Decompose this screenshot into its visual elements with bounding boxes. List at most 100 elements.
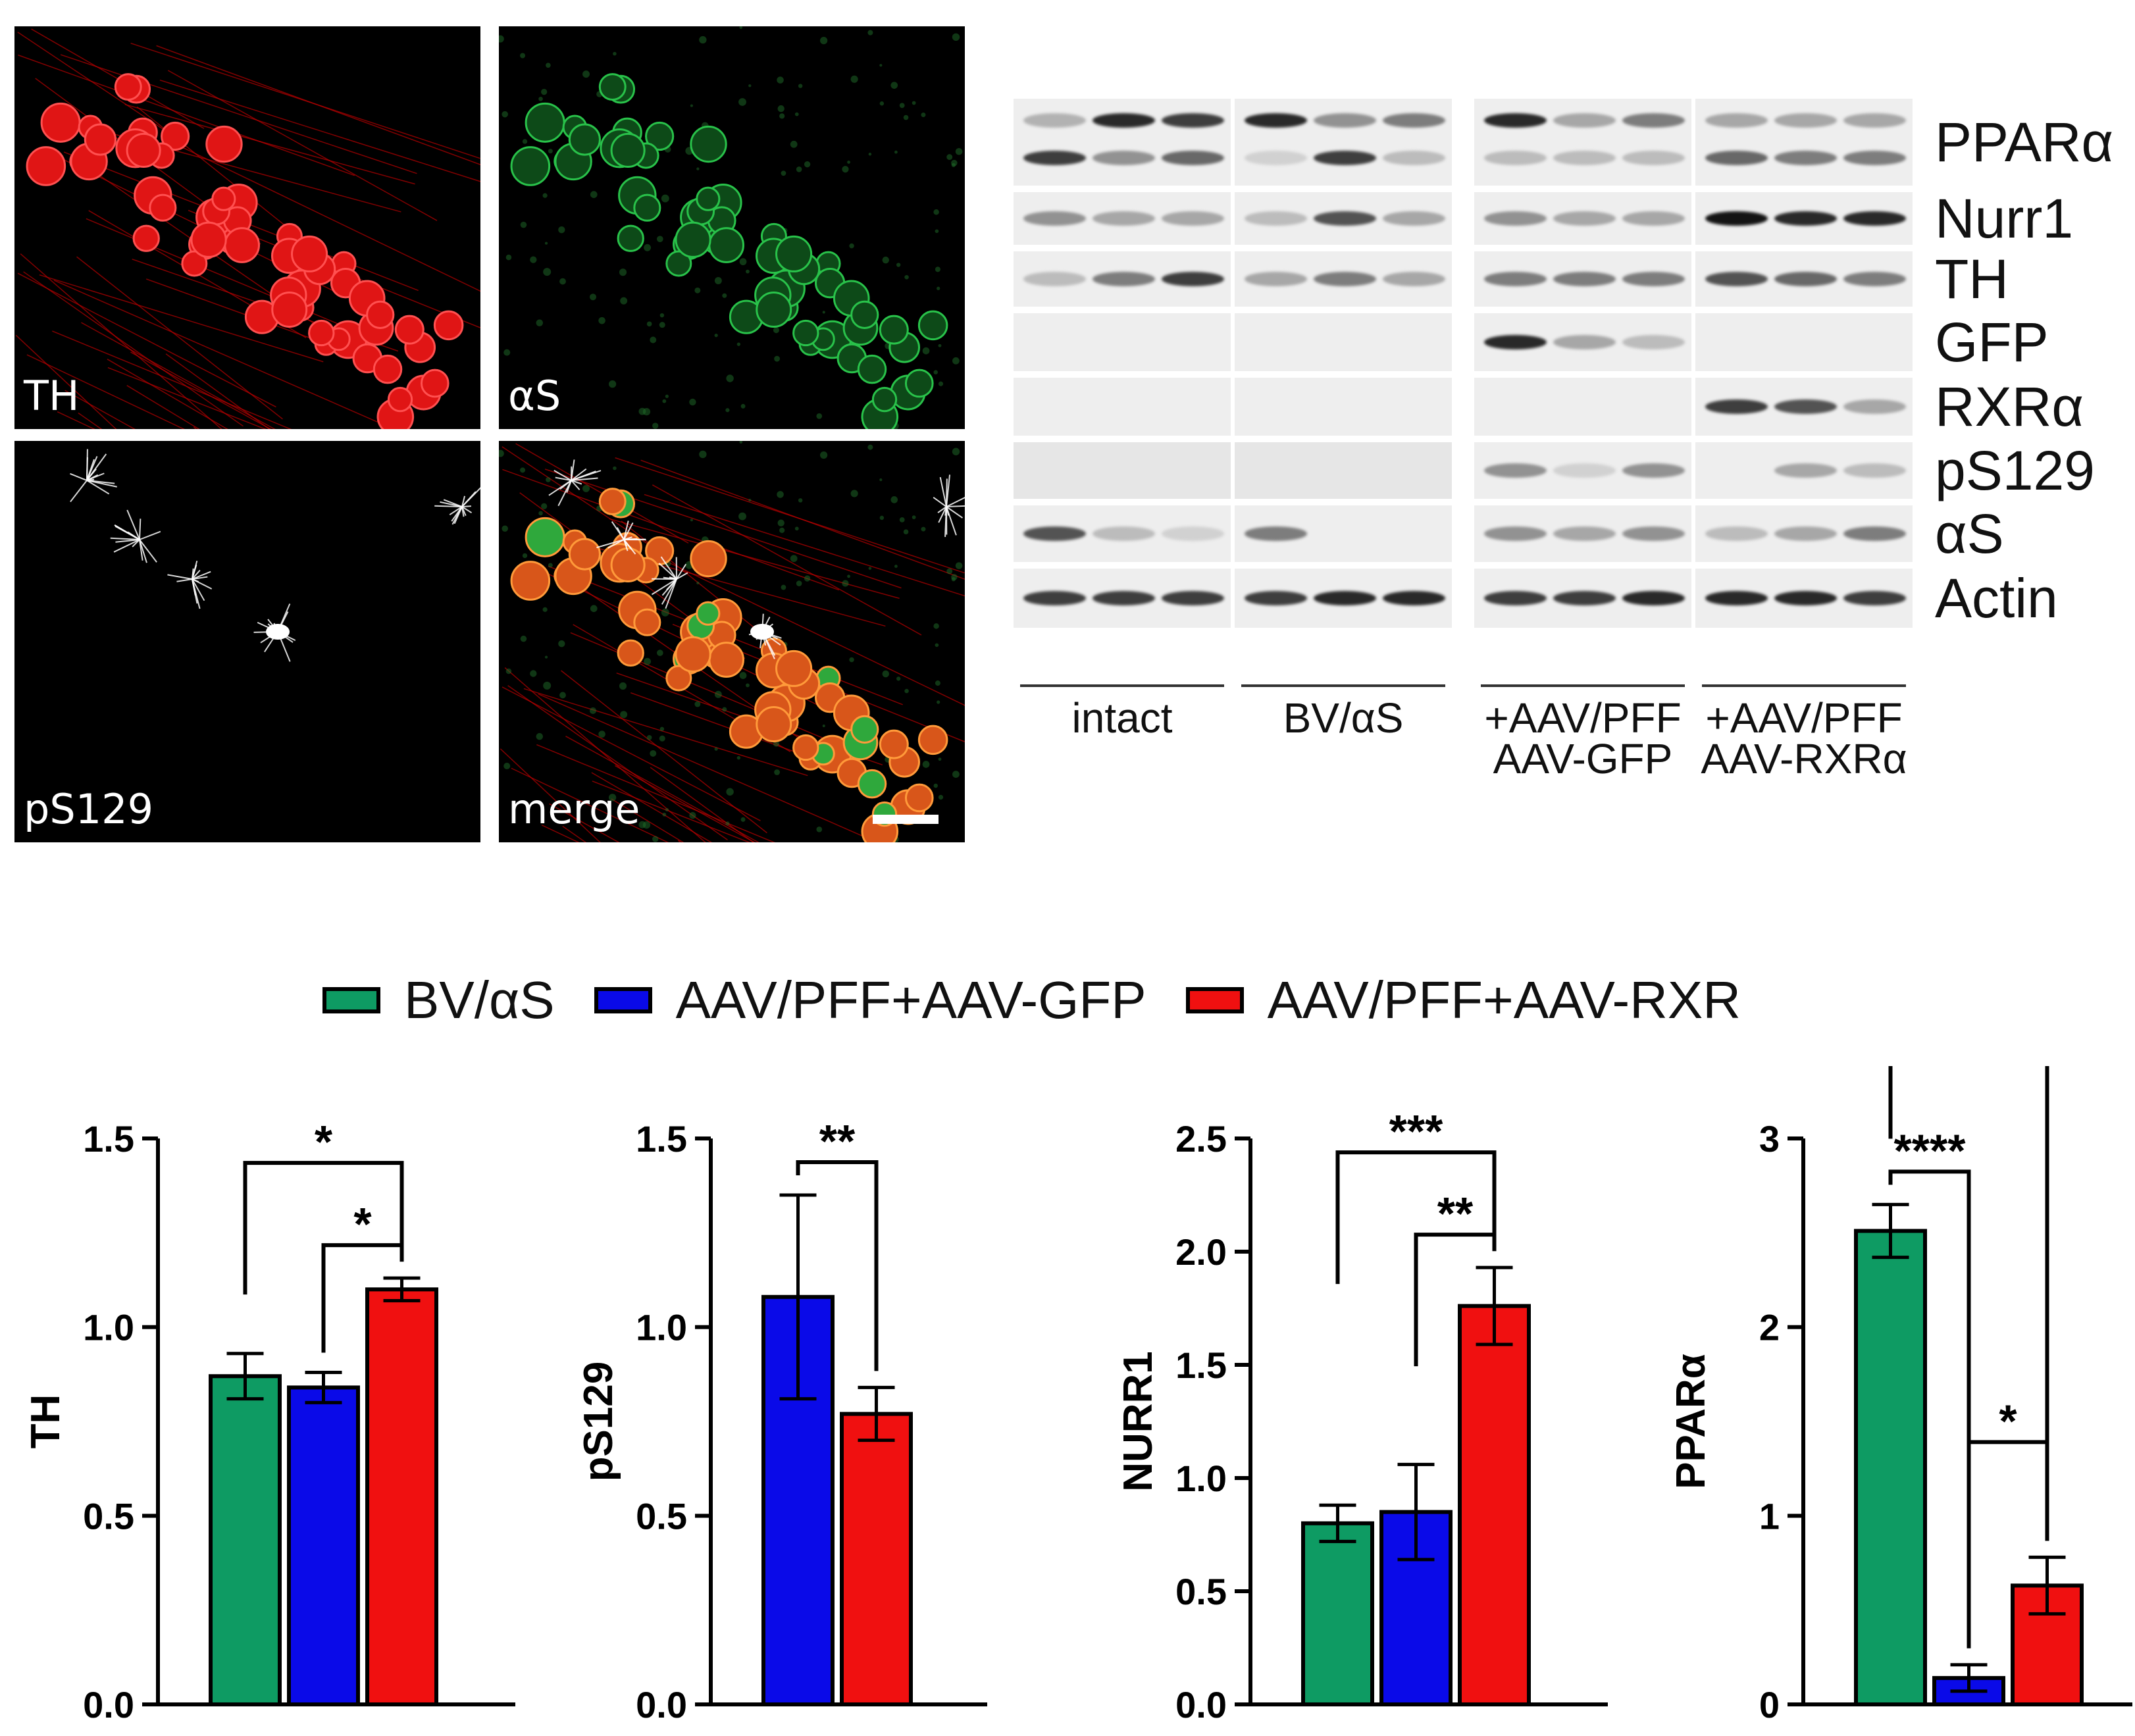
significance-label: ** bbox=[1437, 1188, 1474, 1239]
blot-band bbox=[1553, 526, 1616, 541]
neuron-cell bbox=[919, 726, 947, 754]
background-speck bbox=[738, 513, 746, 521]
blot-panel bbox=[1695, 569, 1913, 628]
blot-band bbox=[1484, 335, 1547, 349]
significance-label: * bbox=[1999, 1395, 2017, 1446]
group-label-line1: +AAV/PFF bbox=[1461, 698, 1705, 738]
background-speck bbox=[530, 256, 536, 263]
bar bbox=[367, 1289, 436, 1704]
background-speck bbox=[652, 422, 658, 428]
blot-band bbox=[1843, 591, 1906, 605]
background-speck bbox=[851, 76, 858, 83]
blot-panel bbox=[1474, 99, 1691, 186]
background-speck bbox=[748, 499, 751, 501]
background-speck bbox=[538, 97, 543, 101]
background-speck bbox=[559, 692, 566, 698]
blot-band bbox=[1023, 151, 1086, 165]
neuron-cell bbox=[873, 388, 896, 411]
background-speck bbox=[545, 242, 548, 245]
background-speck bbox=[883, 257, 889, 263]
background-speck bbox=[659, 736, 665, 742]
background-speck bbox=[939, 795, 943, 800]
background-speck bbox=[935, 680, 940, 686]
background-speck bbox=[738, 98, 746, 106]
background-speck bbox=[725, 408, 729, 412]
neuron-cell bbox=[611, 548, 644, 581]
background-speck bbox=[696, 582, 699, 584]
background-speck bbox=[869, 153, 872, 156]
blot-band bbox=[1843, 272, 1906, 286]
blot-band bbox=[1553, 335, 1616, 349]
neuron-cell bbox=[569, 539, 600, 569]
blot-band bbox=[1774, 151, 1837, 165]
background-speck bbox=[774, 769, 780, 775]
legend-label: AAV/PFF+AAV-RXR bbox=[1268, 970, 1741, 1031]
background-speck bbox=[590, 707, 596, 714]
y-axis-label: TH bbox=[26, 1394, 68, 1449]
background-speck bbox=[660, 313, 664, 317]
blot-band bbox=[1622, 211, 1685, 226]
blot-band bbox=[1314, 211, 1376, 226]
background-speck bbox=[689, 812, 696, 819]
background-speck bbox=[506, 255, 512, 261]
blot-panel bbox=[1474, 569, 1691, 628]
blot-band bbox=[1843, 526, 1906, 541]
blot-band bbox=[1383, 211, 1445, 226]
background-speck bbox=[661, 609, 669, 617]
y-tick-label: 1.5 bbox=[83, 1118, 134, 1160]
neuron-cell bbox=[421, 370, 448, 397]
legend-item-aav-gfp: AAV/PFF+AAV-GFP bbox=[594, 970, 1146, 1031]
background-speck bbox=[657, 650, 663, 656]
bar bbox=[1303, 1523, 1372, 1704]
background-speck bbox=[867, 30, 873, 36]
legend-label: AAV/PFF+AAV-GFP bbox=[676, 970, 1146, 1031]
background-speck bbox=[778, 105, 785, 112]
blot-panel bbox=[1695, 378, 1913, 436]
background-speck bbox=[816, 413, 822, 419]
neuron-cell bbox=[794, 320, 818, 345]
blot-band bbox=[1553, 463, 1616, 478]
y-tick-label: 0.0 bbox=[636, 1684, 687, 1725]
background-speck bbox=[904, 529, 909, 534]
blot-panel bbox=[1474, 442, 1691, 499]
background-speck bbox=[647, 735, 652, 740]
neuron-cell bbox=[691, 126, 726, 161]
ps129-aggregate bbox=[115, 526, 140, 540]
neuron-cell bbox=[207, 126, 242, 161]
blot-band bbox=[1245, 272, 1307, 286]
neuron-cell bbox=[511, 562, 550, 600]
blot-band bbox=[1622, 151, 1685, 165]
background-speck bbox=[543, 607, 548, 612]
background-speck bbox=[543, 193, 548, 198]
background-speck bbox=[598, 730, 605, 738]
blot-band bbox=[1245, 113, 1307, 128]
background-speck bbox=[900, 517, 905, 523]
protein-label: PPARα bbox=[1935, 111, 2113, 174]
blot-panel bbox=[1014, 378, 1231, 436]
background-speck bbox=[778, 520, 785, 526]
background-speck bbox=[520, 467, 525, 472]
blot-band bbox=[1843, 151, 1906, 165]
y-tick-label: 2.5 bbox=[1175, 1118, 1227, 1160]
background-speck bbox=[657, 236, 663, 242]
neuron-cell bbox=[906, 784, 933, 811]
blot-panel bbox=[1695, 313, 1913, 371]
background-speck bbox=[820, 451, 827, 459]
background-speck bbox=[659, 322, 665, 328]
background-speck bbox=[746, 684, 750, 688]
protein-label: Actin bbox=[1935, 567, 2058, 630]
background-speck bbox=[715, 748, 718, 751]
background-speck bbox=[849, 657, 854, 662]
blot-band bbox=[1553, 272, 1616, 286]
blot-band bbox=[1622, 335, 1685, 349]
blot-panel bbox=[1695, 442, 1913, 499]
neuron-cell bbox=[697, 602, 719, 625]
blot-band bbox=[1705, 591, 1768, 605]
background-speck bbox=[715, 691, 722, 698]
bar bbox=[289, 1387, 358, 1704]
background-speck bbox=[869, 567, 872, 570]
background-speck bbox=[503, 763, 510, 769]
background-speck bbox=[619, 682, 627, 690]
y-axis-label: NURR1 bbox=[1119, 1351, 1161, 1492]
